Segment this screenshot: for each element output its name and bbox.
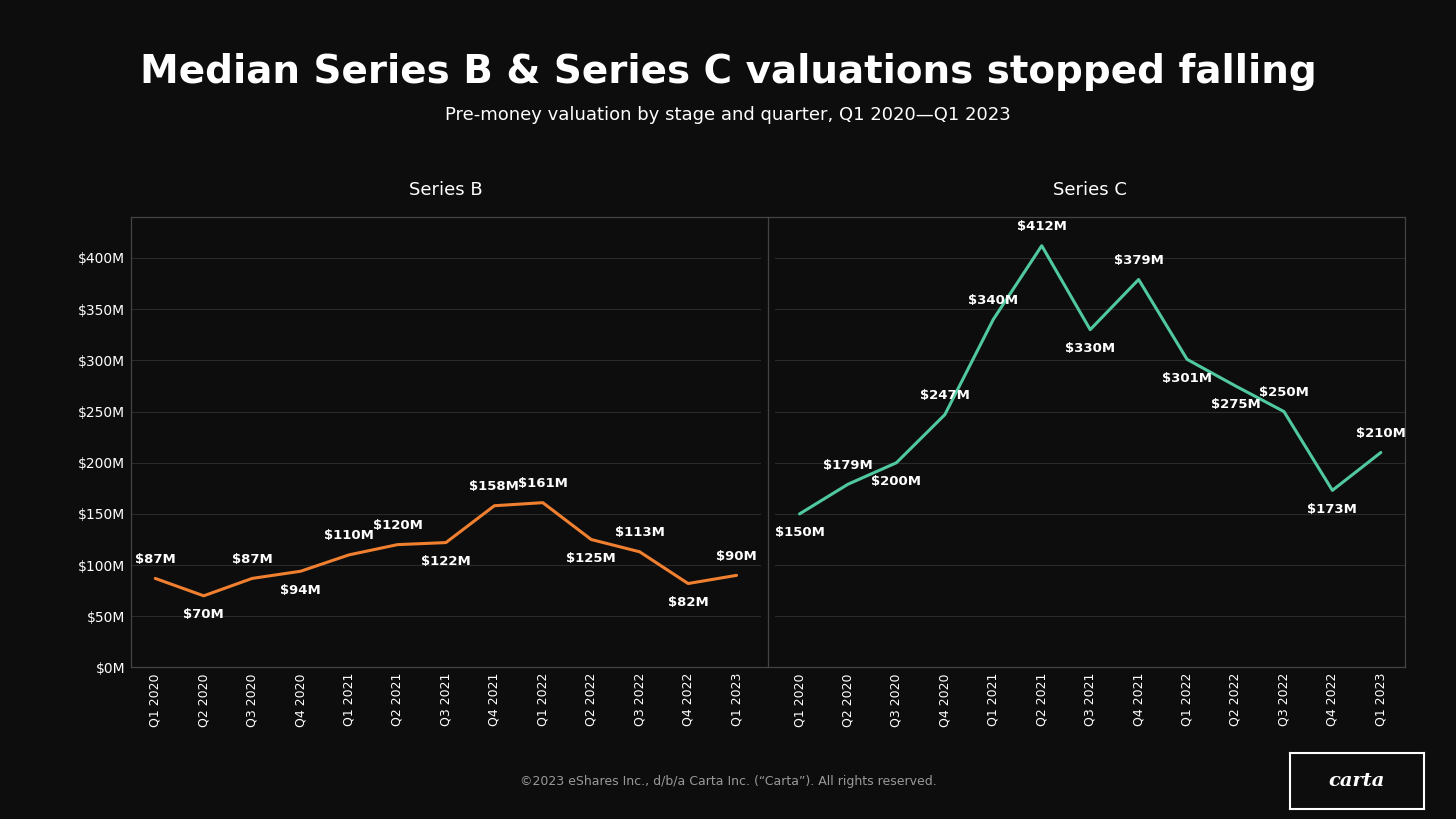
Text: $200M: $200M [872,475,922,488]
Text: $125M: $125M [566,552,616,565]
Text: $161M: $161M [518,477,568,491]
Text: $90M: $90M [716,550,757,563]
Text: $82M: $82M [668,596,709,609]
Text: $70M: $70M [183,609,224,622]
Text: $173M: $173M [1307,503,1357,516]
Text: $158M: $158M [469,480,520,493]
Text: ©2023 eShares Inc., d/b/a Carta Inc. (“Carta”). All rights reserved.: ©2023 eShares Inc., d/b/a Carta Inc. (“C… [520,775,936,788]
Text: carta: carta [1329,772,1385,790]
Text: Pre-money valuation by stage and quarter, Q1 2020—Q1 2023: Pre-money valuation by stage and quarter… [446,106,1010,124]
Text: $87M: $87M [232,553,272,566]
Text: Series B: Series B [409,181,483,199]
Text: $247M: $247M [920,389,970,402]
Text: Series C: Series C [1053,181,1127,199]
Text: $179M: $179M [823,459,872,472]
Text: $210M: $210M [1356,427,1405,440]
Text: $120M: $120M [373,519,422,532]
Text: $94M: $94M [280,584,320,597]
Text: $150M: $150M [775,527,824,540]
Text: $122M: $122M [421,555,470,568]
Text: $379M: $379M [1114,254,1163,267]
Text: Median Series B & Series C valuations stopped falling: Median Series B & Series C valuations st… [140,53,1316,91]
Text: $250M: $250M [1259,386,1309,399]
Text: $110M: $110M [325,529,374,542]
Text: $301M: $301M [1162,372,1211,385]
Text: $412M: $412M [1016,220,1067,233]
Text: $275M: $275M [1210,398,1261,411]
Text: $330M: $330M [1066,342,1115,355]
Text: $87M: $87M [135,553,176,566]
Text: $113M: $113M [614,527,664,540]
Text: $340M: $340M [968,294,1018,307]
